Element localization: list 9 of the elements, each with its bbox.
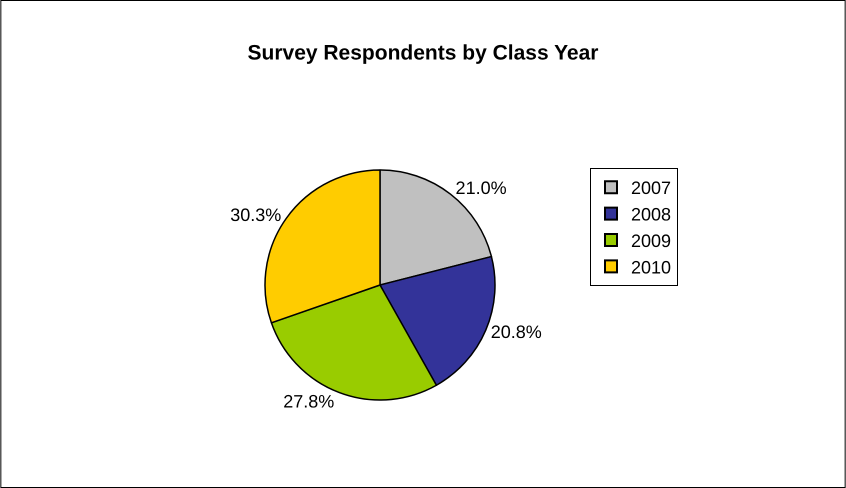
legend-label: 2010 [631,257,672,278]
data-label: 30.3% [230,205,282,226]
data-label: 20.8% [490,322,542,342]
data-label: 27.8% [283,391,334,412]
legend-label: 2008 [631,204,672,225]
legend-label: 2007 [631,178,672,198]
legend-label: 2009 [631,231,672,252]
chart-title: Survey Respondents by Class Year [248,41,598,64]
data-label: 21.0% [456,178,507,198]
